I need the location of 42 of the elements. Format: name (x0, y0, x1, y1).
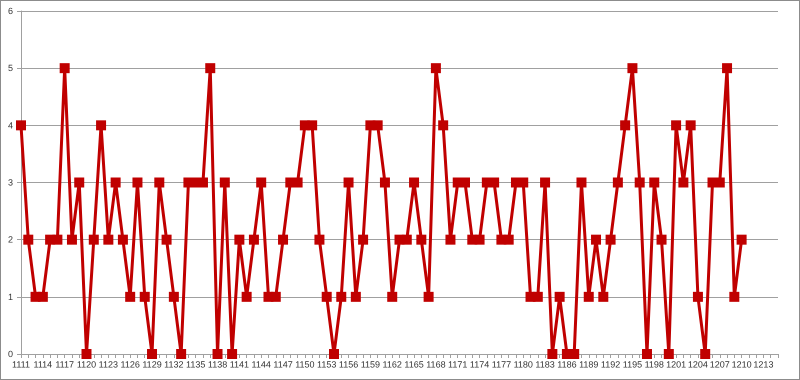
x-tick-label: 1168 (426, 360, 446, 370)
x-tick-label: 1183 (535, 360, 555, 370)
x-tick-label: 1156 (338, 360, 358, 370)
x-tick-label: 1129 (142, 360, 162, 370)
x-tick-label: 1153 (317, 360, 336, 370)
x-tick-label: 1114 (33, 360, 52, 370)
x-tick-label: 1174 (470, 360, 490, 370)
x-tick-label: 1186 (557, 360, 577, 370)
y-tick-label: 4 (8, 120, 13, 130)
x-tick-label: 1180 (514, 360, 533, 370)
x-tick-label: 1144 (252, 360, 271, 370)
x-tick-label: 1192 (600, 360, 620, 370)
y-tick-label: 6 (8, 6, 13, 16)
x-tick-label: 1120 (76, 360, 96, 370)
x-tick-label: 1150 (295, 360, 315, 370)
x-tick-label: 1135 (186, 360, 206, 370)
x-tick-label: 1171 (448, 360, 468, 370)
x-tick-label: 1210 (732, 360, 752, 370)
x-tick-label: 1162 (382, 360, 402, 370)
x-tick-label: 1207 (710, 360, 730, 370)
x-tick-label: 1165 (404, 360, 424, 370)
x-tick-label: 1111 (12, 360, 30, 370)
x-tick-label: 1159 (360, 360, 380, 370)
x-tick-label: 1123 (98, 360, 118, 370)
x-tick-label: 1189 (579, 360, 598, 370)
x-tick-label: 1138 (208, 360, 228, 370)
x-tick-label: 1141 (230, 360, 250, 370)
x-tick-label: 1201 (666, 360, 686, 370)
y-tick-label: 0 (8, 349, 13, 359)
x-tick-label: 1126 (120, 360, 140, 370)
y-tick-label: 2 (8, 234, 13, 245)
x-tick-label: 1132 (164, 360, 184, 370)
x-tick-label: 1117 (55, 360, 74, 370)
x-tick-label: 1195 (622, 360, 642, 370)
x-tick-label: 1198 (644, 360, 664, 370)
x-tick-label: 1147 (273, 360, 293, 370)
y-tick-label: 1 (8, 292, 13, 302)
y-tick-label: 5 (8, 63, 13, 74)
x-tick-label: 1204 (688, 360, 708, 370)
x-tick-label: 1177 (492, 360, 512, 370)
x-tick-label: 1213 (753, 360, 774, 370)
y-tick-label: 3 (8, 178, 13, 188)
